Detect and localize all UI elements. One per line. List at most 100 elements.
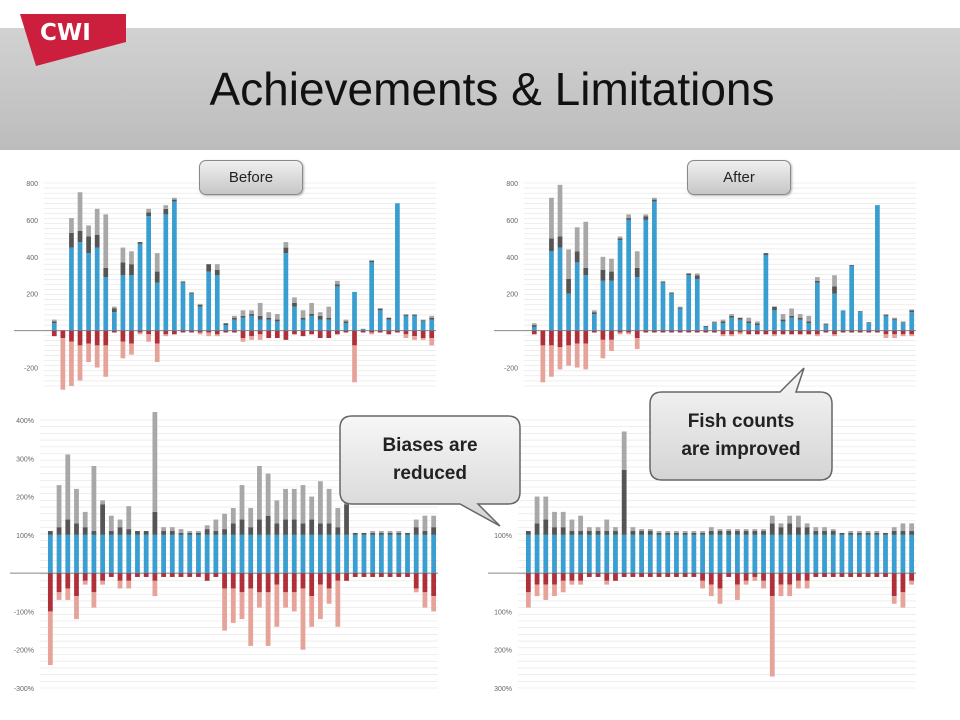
bar-segment: [712, 330, 717, 333]
bar-segment: [309, 496, 315, 520]
bar-segment: [806, 330, 812, 335]
bar-segment: [180, 281, 186, 283]
bar-segment: [557, 236, 563, 248]
bar-segment: [909, 531, 915, 535]
bar-segment: [839, 573, 845, 577]
bar-segment: [735, 573, 740, 585]
bar-segment: [814, 330, 820, 335]
bar-segment: [900, 523, 906, 532]
bar-segment: [743, 534, 749, 574]
bar-segment: [856, 573, 862, 577]
bar-segment: [257, 465, 262, 520]
y-tick-label: 300%: [16, 456, 34, 463]
bar-segment: [746, 317, 752, 322]
bar-segment: [86, 330, 91, 344]
bar-segment: [292, 306, 297, 331]
bar-segment: [839, 532, 845, 535]
bar-segment: [549, 197, 554, 239]
bar-segment: [300, 319, 306, 331]
header-band: [0, 28, 960, 150]
bar-segment: [222, 573, 227, 589]
bar-segment: [856, 534, 862, 574]
bar-segment: [813, 531, 819, 535]
bar-segment: [839, 534, 845, 574]
bar-segment: [900, 321, 906, 323]
bar-segment: [82, 534, 88, 574]
bar-segment: [574, 343, 580, 368]
bar-segment: [769, 515, 775, 524]
bar-segment: [857, 312, 863, 331]
bar-segment: [135, 573, 140, 577]
bar-segment: [309, 330, 314, 335]
bar-segment: [874, 532, 880, 535]
bar-segment: [892, 330, 897, 335]
bar-segment: [595, 534, 601, 574]
bar-segment: [891, 573, 897, 597]
bar-segment: [583, 330, 589, 344]
bar-segment: [832, 293, 837, 331]
bar-segment: [660, 281, 666, 283]
bar-segment: [126, 573, 132, 581]
bar-segment: [804, 523, 810, 528]
bar-segment: [604, 534, 610, 574]
bar-segment: [413, 534, 419, 574]
bar-segment: [856, 531, 862, 533]
bar-segment: [129, 251, 134, 265]
bar-segment: [609, 339, 614, 351]
bar-segment: [814, 280, 820, 283]
bar-segment: [540, 330, 546, 346]
bar-segment: [431, 527, 437, 535]
bar-segment: [534, 573, 540, 585]
bar-segment: [429, 315, 435, 318]
bar-segment: [634, 267, 640, 278]
bar-segment: [647, 534, 653, 574]
bar-segment: [729, 334, 734, 337]
bar-segment: [857, 311, 863, 313]
bar-segment: [543, 584, 549, 600]
bar-segment: [232, 330, 237, 333]
bar-segment: [549, 238, 554, 252]
bar-segment: [763, 253, 769, 255]
bar-segment: [909, 523, 915, 532]
bar-segment: [169, 527, 175, 532]
bar-segment: [549, 345, 554, 377]
bar-segment: [300, 317, 306, 320]
bar-segment: [412, 315, 417, 331]
bar-segment: [161, 527, 166, 532]
bar-segment: [708, 534, 714, 574]
bar-segment: [717, 531, 723, 535]
bar-segment: [387, 534, 393, 574]
bar-segment: [875, 330, 880, 333]
slide-title: Achievements & Limitations: [209, 63, 775, 115]
bar-segment: [700, 573, 705, 581]
bar-segment: [639, 573, 644, 577]
bar-segment: [103, 267, 109, 278]
bar-segment: [117, 527, 123, 535]
bar-segment: [856, 532, 862, 535]
bar-segment: [143, 573, 149, 577]
bar-segment: [248, 527, 254, 535]
bar-segment: [849, 265, 855, 267]
bar-segment: [720, 323, 726, 331]
bar-segment: [822, 531, 827, 535]
bar-segment: [813, 527, 819, 532]
bar-segment: [832, 334, 837, 337]
before-label: Before: [199, 160, 303, 195]
bar-segment: [787, 523, 793, 535]
y-tick-label: 100%: [16, 533, 34, 540]
bar-segment: [735, 529, 740, 532]
bar-segment: [82, 511, 88, 528]
bar-segment: [780, 321, 786, 331]
bar-segment: [396, 573, 402, 577]
bar-segment: [51, 321, 57, 324]
bar-segment: [883, 573, 888, 577]
bar-segment: [169, 534, 175, 574]
bar-segment: [292, 302, 297, 307]
bar-segment: [634, 277, 640, 331]
bar-segment: [413, 519, 419, 528]
bar-segment: [169, 531, 175, 535]
bar-segment: [69, 232, 74, 248]
bar-segment: [797, 330, 803, 335]
bar-segment: [583, 267, 589, 276]
